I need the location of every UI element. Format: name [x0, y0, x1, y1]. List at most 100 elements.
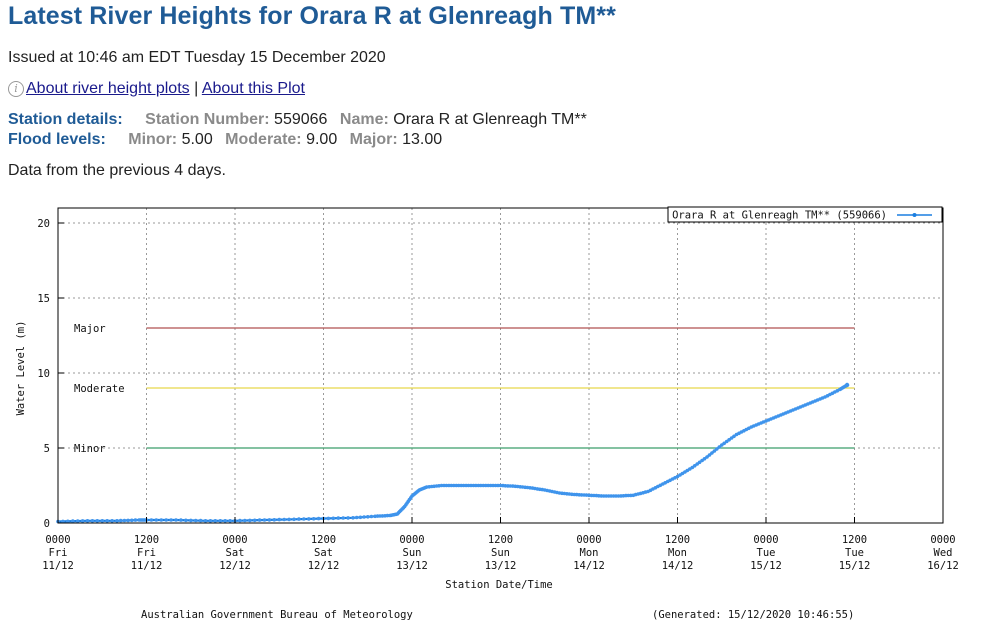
series-point: [297, 517, 301, 521]
x-axis-title: Station Date/Time: [445, 579, 552, 591]
about-this-plot-link[interactable]: About this Plot: [201, 80, 305, 97]
flood-label-minor: Minor: [74, 443, 106, 455]
flood-levels: Flood levels: Minor: 5.00 Moderate: 9.00…: [8, 131, 442, 149]
data-note: Data from the previous 4 days.: [8, 162, 226, 179]
series-point: [732, 434, 736, 439]
x-tick-label: Tue: [757, 547, 776, 559]
moderate-label: Moderate:: [225, 131, 302, 148]
series-point: [238, 518, 242, 523]
series-point: [710, 451, 714, 455]
series-point: [362, 515, 366, 519]
series-point: [722, 441, 726, 446]
x-tick-label: 15/12: [839, 560, 871, 572]
series-point: [80, 519, 85, 523]
series-point: [218, 519, 223, 523]
series-layer: [56, 382, 850, 524]
info-icon: i: [8, 81, 24, 97]
series-point: [248, 518, 252, 523]
series-point: [118, 518, 123, 523]
series-point: [257, 518, 262, 522]
series-point: [252, 518, 257, 523]
series-point: [66, 519, 70, 524]
major-value: 13.00: [402, 131, 443, 148]
series-point: [369, 514, 374, 519]
x-tick-label: 11/12: [42, 560, 74, 572]
series-point: [336, 516, 341, 520]
page-title: Latest River Heights for Orara R at Glen…: [8, 2, 616, 30]
series-point: [105, 519, 109, 523]
station-name-label: Name:: [339, 111, 389, 128]
y-tick-label: 10: [37, 368, 50, 380]
station-number-value: 559066: [274, 111, 328, 128]
series-point: [184, 518, 188, 523]
x-tick-label: 1200: [311, 534, 336, 546]
series-point: [243, 518, 247, 523]
series-point: [133, 518, 138, 522]
series-point: [456, 483, 461, 488]
x-tick-label: 0000: [930, 534, 955, 546]
legend-marker: [912, 213, 917, 217]
series-point: [71, 519, 75, 523]
series-point: [126, 518, 130, 523]
series-point: [311, 517, 316, 521]
y-tick-label: 15: [37, 293, 50, 305]
plot-frame: [57, 207, 944, 524]
series-point: [198, 518, 203, 523]
series-point: [292, 517, 296, 522]
series-point: [444, 483, 449, 488]
series-point: [727, 438, 731, 442]
series-point: [228, 519, 232, 523]
x-tick-label: Sun: [491, 547, 510, 559]
series-point: [474, 483, 478, 488]
x-tick-label: 13/12: [485, 560, 517, 572]
series-point: [449, 483, 454, 488]
series-point: [715, 447, 719, 451]
x-tick-label: Mon: [580, 547, 599, 559]
series-point: [307, 517, 311, 521]
chart-grid: [58, 208, 943, 523]
station-name-value: Orara R at Glenreagh TM**: [393, 111, 587, 128]
x-tick-label: 16/12: [927, 560, 959, 572]
series-point: [90, 519, 95, 523]
series-point: [149, 518, 154, 522]
x-tick-label: 0000: [399, 534, 424, 546]
series-point: [262, 518, 267, 522]
x-tick-label: Fri: [49, 547, 68, 559]
series-point: [267, 518, 272, 522]
y-tick-label: 20: [37, 218, 50, 230]
x-tick-label: Mon: [668, 547, 687, 559]
legend-label: Orara R at Glenreagh TM** (559066): [672, 210, 887, 222]
series-point: [351, 516, 355, 520]
x-tick-label: 0000: [576, 534, 601, 546]
series-point: [479, 483, 483, 488]
x-tick-label: Sat: [226, 547, 245, 559]
about-river-height-plots-link[interactable]: About river height plots: [26, 80, 190, 97]
series-point: [164, 518, 168, 522]
x-tick-label: 14/12: [573, 560, 605, 572]
series-point: [159, 518, 164, 522]
links-row: i About river height plots | About this P…: [8, 80, 305, 98]
series-point: [452, 483, 456, 488]
series-point: [358, 515, 363, 520]
series-point: [366, 515, 370, 519]
major-label: Major:: [349, 131, 398, 148]
series-point: [223, 519, 227, 523]
x-tick-label: 11/12: [131, 560, 163, 572]
x-tick-label: Fri: [137, 547, 156, 559]
legend: Orara R at Glenreagh TM** (559066): [667, 206, 943, 223]
series-point: [213, 519, 218, 523]
x-tick-label: 1200: [134, 534, 159, 546]
x-tick-label: Tue: [845, 547, 864, 559]
footer-credit: Australian Government Bureau of Meteorol…: [141, 609, 413, 621]
series-point: [61, 519, 65, 524]
series-point: [705, 455, 709, 459]
flood-label-major: Major: [74, 323, 106, 335]
series-point: [189, 518, 193, 523]
footer-generated: (Generated: 15/12/2020 10:46:55): [652, 609, 854, 621]
x-tick-label: 12/12: [219, 560, 251, 572]
series-point: [169, 518, 173, 522]
series-point: [95, 519, 100, 523]
series-point: [466, 483, 471, 488]
x-tick-label: Sun: [403, 547, 422, 559]
